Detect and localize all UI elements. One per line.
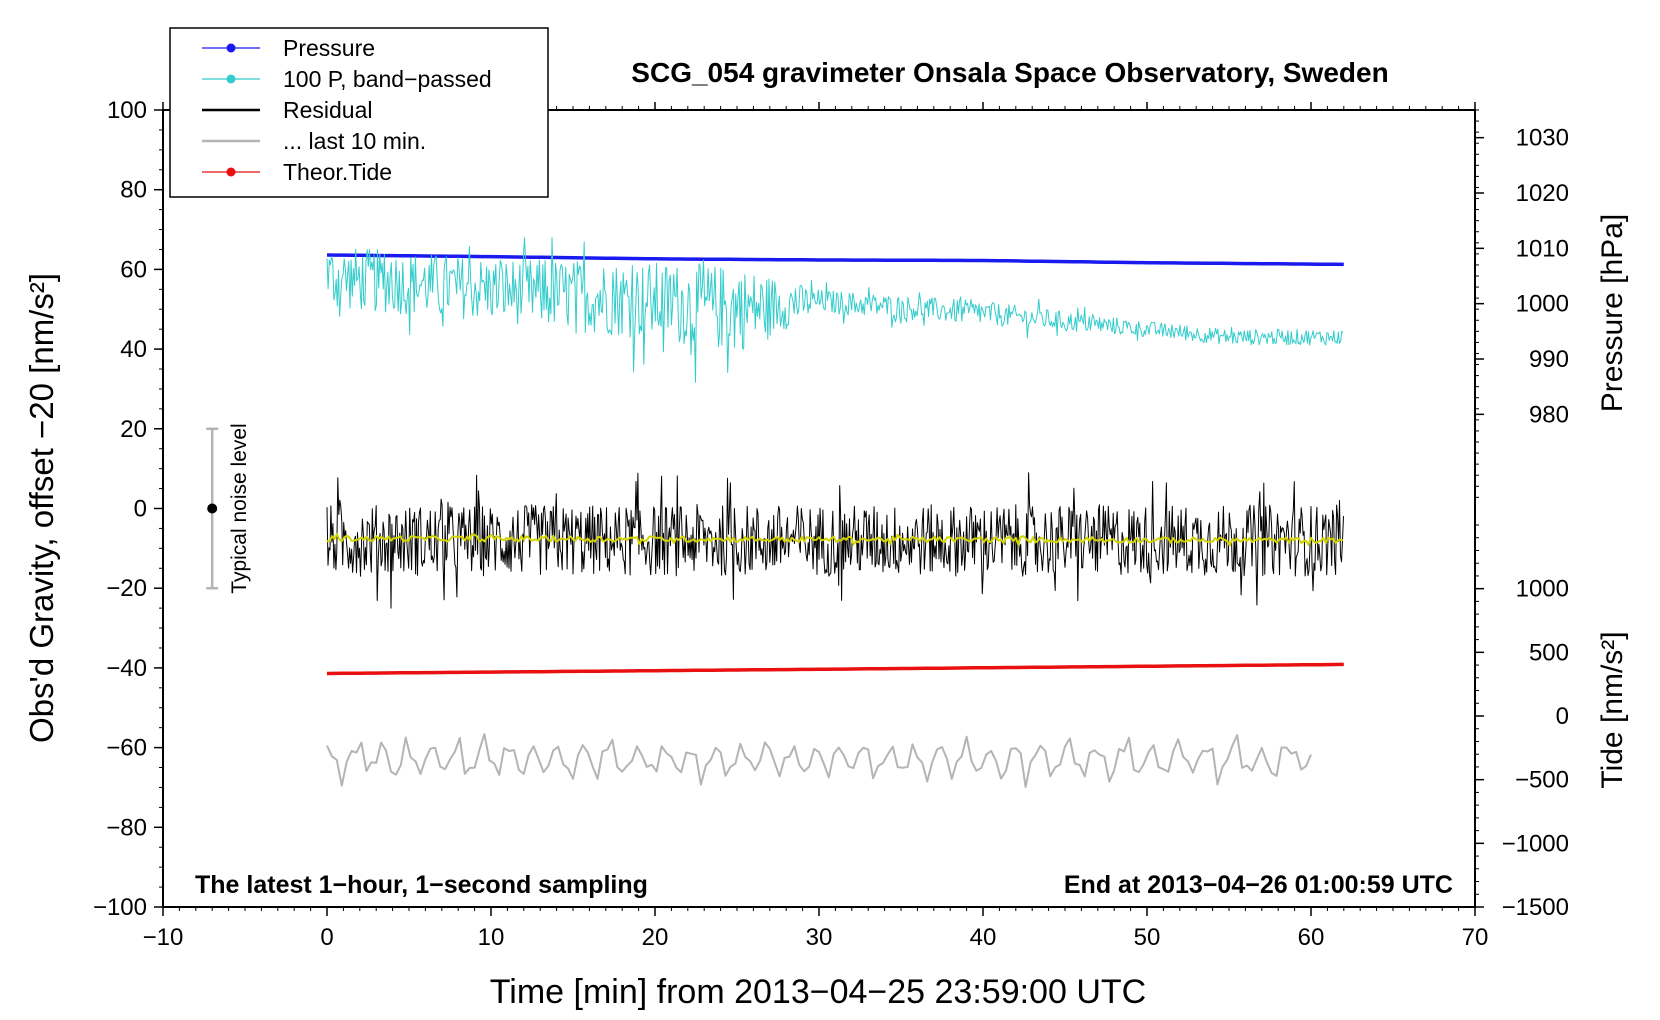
legend: Pressure 100 P, band−passed Residual ... la… [169,27,549,198]
noise-level-marker: Typical noise level [206,423,251,594]
y-tick-label: 0 [134,496,147,523]
y-tick-label: −100 [93,894,147,921]
noise-label: Typical noise level [228,423,251,593]
chart-title: SCG_054 gravimeter Onsala Space Observat… [631,57,1388,88]
chart-ticks [154,102,1484,916]
pressure-tick-label: 1030 [1516,125,1569,152]
legend-marker [226,167,236,177]
x-tick-label: 0 [320,924,333,951]
tide-tick-label: 500 [1529,639,1569,666]
x-axis-label: Time [min] from 2013−04−25 23:59:00 UTC [490,973,1146,1011]
series-pressure [326,253,1344,267]
x-tick-label: 10 [478,924,505,951]
x-tick-label: 30 [806,924,833,951]
legend-label: ... last 10 min. [283,128,426,154]
pressure-tick-label: 980 [1529,401,1569,428]
y-tick-label: 40 [120,336,147,363]
y-tick-label: −40 [106,655,147,682]
tide-tick-label: −500 [1515,767,1569,794]
pressure-tick-label: 990 [1529,346,1569,373]
y-tick-label: 20 [120,416,147,443]
pressure-tick-label: 1020 [1516,180,1569,207]
series-theor-tide [326,662,1344,676]
plot-frame [162,109,1476,908]
y-tick-label: −20 [106,575,147,602]
tide-tick-label: −1500 [1502,894,1569,921]
sampling-annotation: The latest 1−hour, 1−second sampling [195,871,648,899]
tide-tick-label: −1000 [1502,830,1569,857]
legend-label: 100 P, band−passed [283,66,492,92]
x-tick-label: 20 [642,924,669,951]
y-tick-label: −80 [106,814,147,841]
legend-label: Pressure [283,35,375,61]
y-tick-label: 60 [120,256,147,283]
y-axis-label-pressure: Pressure [hPa] [1596,214,1629,412]
pressure-tick-label: 1000 [1516,291,1569,318]
legend-marker [226,43,236,53]
y-tick-label: 80 [120,177,147,204]
y-axis-label-tide: Tide [nm/s²] [1596,631,1629,788]
y-tick-label: 100 [107,97,147,124]
x-tick-label: 60 [1298,924,1325,951]
tide-tick-label: 1000 [1516,576,1569,603]
x-tick-label: 50 [1134,924,1161,951]
series-residual-smoothed [326,532,1344,547]
pressure-tick-label: 1010 [1516,235,1569,262]
tick-labels: −10 0 10 20 30 40 50 60 70100806040200−20−40−60−… [93,97,1569,951]
legend-marker [226,74,236,84]
chart-series [326,237,1344,788]
tide-tick-label: 0 [1556,703,1569,730]
y-tick-label: −60 [106,735,147,762]
x-tick-label: −10 [143,924,184,951]
series-last-10-min [326,733,1312,788]
series-100-p-band-passed [326,237,1344,383]
legend-label: Residual [283,97,373,123]
end-time-annotation: End at 2013−04−26 01:00:59 UTC [1064,871,1453,899]
legend-label: Theor.Tide [283,159,392,185]
x-tick-label: 70 [1462,924,1489,951]
noise-center-dot [207,503,218,514]
y-axis-label-left: Obs'd Gravity, offset −20 [nm/s²] [23,273,60,743]
x-tick-label: 40 [970,924,997,951]
